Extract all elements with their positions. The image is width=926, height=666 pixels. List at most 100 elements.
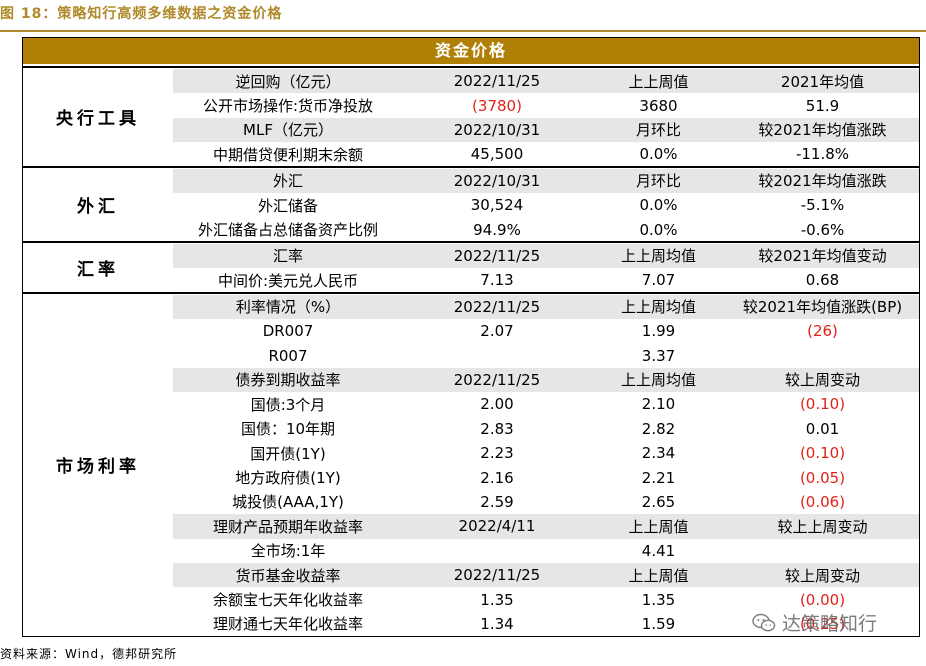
header-cell: 2022/11/25 bbox=[453, 72, 541, 91]
table-cell: 7.07 bbox=[641, 271, 676, 290]
table-cell: 1.59 bbox=[641, 614, 676, 633]
table-cell: 2.21 bbox=[641, 468, 676, 487]
table-cell: 0.68 bbox=[805, 271, 840, 290]
table-group: 外汇 外汇 2022/10/31 月环比 较2021年均值涨跌 外汇储备 30,524 0.0… bbox=[23, 165, 919, 241]
table-cell: 0.0% bbox=[639, 145, 678, 164]
header-cell: 较上周变动 bbox=[784, 371, 860, 390]
table-cell: 45,500 bbox=[470, 145, 524, 164]
table-cell: -11.8% bbox=[795, 145, 850, 164]
table-row: 余额宝七天年化收益率 1.35 1.35 (0.00) bbox=[173, 587, 919, 611]
header-cell: 上上周均值 bbox=[620, 298, 696, 317]
table-cell: 余额宝七天年化收益率 bbox=[212, 591, 363, 610]
table-row: 地方政府债(1Y) 2.16 2.21 (0.05) bbox=[173, 465, 919, 489]
table-row: 城投债(AAA,1Y) 2.59 2.65 (0.06) bbox=[173, 490, 919, 514]
table-cell: 2.16 bbox=[480, 468, 514, 487]
table-cell: 2.10 bbox=[641, 395, 676, 414]
table-cell: (0.10) bbox=[799, 444, 846, 463]
table-header-row: 逆回购（亿元） 2022/11/25 上上周值 2021年均值 bbox=[173, 69, 919, 94]
table-cell: 地方政府债(1Y) bbox=[235, 469, 341, 488]
watermark-text: 达策略知行 bbox=[782, 613, 878, 635]
table-cell: 7.13 bbox=[480, 271, 514, 290]
table-cell: 51.9 bbox=[805, 96, 840, 115]
header-cell: 2021年均值 bbox=[780, 72, 865, 91]
table-cell: -0.6% bbox=[800, 220, 845, 239]
table-cell: 94.9% bbox=[473, 220, 521, 239]
table-cell bbox=[726, 539, 919, 563]
table-row: 全市场:1年 4.41 bbox=[173, 539, 919, 563]
table-cell: 中期借贷便利期末余额 bbox=[212, 145, 363, 164]
header-cell: 较2021年均值变动 bbox=[758, 247, 887, 266]
table-banner: 资金价格 bbox=[23, 38, 919, 64]
figure-title: 图 18：策略知行高频多维数据之资金价格 bbox=[0, 6, 283, 22]
header-cell: 汇率 bbox=[272, 247, 303, 266]
table-row: 国债:3个月 2.00 2.10 (0.10) bbox=[173, 392, 919, 416]
table-cell: 外汇储备 bbox=[257, 196, 318, 215]
table-cell: 2.65 bbox=[641, 492, 676, 511]
table-cell: DR007 bbox=[262, 322, 314, 341]
table-cell: 公开市场操作:货币净投放 bbox=[202, 97, 374, 116]
header-cell: 上上周值 bbox=[628, 72, 689, 91]
table-cell: 国债：10年期 bbox=[240, 420, 336, 439]
table-cell: 1.99 bbox=[641, 322, 676, 341]
data-table: 资金价格 央行工具 逆回购（亿元） 2022/11/25 上上周值 2021年均值 公开市… bbox=[22, 37, 920, 637]
table-cell: (0.25) bbox=[799, 614, 846, 633]
table-header-row: 货币基金收益率 2022/11/25 上上周值 较上周变动 bbox=[173, 562, 919, 588]
wechat-icon bbox=[752, 613, 776, 631]
table-cell: 中间价:美元兑人民币 bbox=[217, 271, 359, 290]
header-cell: 较2021年均值涨跌 bbox=[758, 172, 887, 191]
table-row: 理财通七天年化收益率 1.34 1.59 (0.25) bbox=[173, 612, 919, 636]
table-cell bbox=[726, 343, 919, 367]
table-cell bbox=[403, 343, 591, 367]
table-cell: 2.07 bbox=[480, 322, 514, 341]
table-cell: (26) bbox=[807, 322, 838, 341]
header-cell: 较上周变动 bbox=[784, 566, 860, 585]
table-row: R007 3.37 bbox=[173, 343, 919, 367]
table-cell: 理财通七天年化收益率 bbox=[212, 615, 363, 634]
table-cell: 1.34 bbox=[480, 614, 514, 633]
table-row: 外汇储备占总储备资产比例 94.9% 0.0% -0.6% bbox=[173, 217, 919, 241]
table-cell: -5.1% bbox=[800, 196, 845, 215]
group-label: 市场利率 bbox=[56, 456, 140, 477]
table-cell: (0.05) bbox=[799, 468, 846, 487]
header-cell: 2022/11/25 bbox=[453, 297, 541, 316]
header-cell: 较2021年均值涨跌(BP) bbox=[742, 298, 903, 317]
table-header-row: MLF（亿元） 2022/10/31 月环比 较2021年均值涨跌 bbox=[173, 117, 919, 143]
header-cell: 2022/10/31 bbox=[453, 171, 541, 190]
table-cell: 3680 bbox=[639, 96, 678, 115]
table-cell: 1.35 bbox=[480, 590, 514, 609]
header-cell: 2022/11/25 bbox=[453, 566, 541, 585]
table-cell: 0.01 bbox=[805, 419, 840, 438]
table-cell: 30,524 bbox=[470, 196, 524, 215]
header-cell: 债券到期收益率 bbox=[235, 371, 341, 390]
table-header-row: 理财产品预期年收益率 2022/4/11 上上周值 较上上周变动 bbox=[173, 514, 919, 539]
header-cell: 较2021年均值涨跌 bbox=[758, 121, 887, 140]
table-cell: 0.0% bbox=[639, 196, 678, 215]
table-header-row: 债券到期收益率 2022/11/25 上上周均值 较上周变动 bbox=[173, 367, 919, 393]
table-row: 国债：10年期 2.83 2.82 0.01 bbox=[173, 417, 919, 441]
table-cell: (0.06) bbox=[799, 492, 846, 511]
table-cell: (0.00) bbox=[799, 590, 846, 609]
table-cell: 2.34 bbox=[641, 444, 676, 463]
table-row: 中期借贷便利期末余额 45,500 0.0% -11.8% bbox=[173, 142, 919, 166]
table-cell: R007 bbox=[268, 346, 308, 365]
table-header-row: 利率情况（%） 2022/11/25 上上周均值 较2021年均值涨跌(BP) bbox=[173, 294, 919, 319]
table-group: 央行工具 逆回购（亿元） 2022/11/25 上上周值 2021年均值 公开市场操作:货… bbox=[23, 66, 919, 166]
table-cell: 0.0% bbox=[639, 220, 678, 239]
source-note: 资料来源：Wind，德邦研究所 bbox=[0, 647, 178, 661]
header-cell: 上上周值 bbox=[628, 517, 689, 536]
table-group: 汇率 汇率 2022/11/25 上上周均值 较2021年均值变动 中间价:美元兑人民币 7… bbox=[23, 240, 919, 292]
group-label: 汇率 bbox=[77, 259, 119, 280]
header-cell: MLF（亿元） bbox=[243, 121, 333, 140]
table-cell: 国债:3个月 bbox=[250, 395, 326, 414]
table-row: 国开债(1Y) 2.23 2.34 (0.10) bbox=[173, 441, 919, 465]
table-cell: 城投债(AAA,1Y) bbox=[232, 493, 344, 512]
table-cell: 全市场:1年 bbox=[250, 542, 326, 561]
header-cell: 外汇 bbox=[272, 172, 303, 191]
header-cell: 2022/11/25 bbox=[453, 246, 541, 265]
header-cell: 利率情况（%） bbox=[235, 298, 341, 317]
table-cell: 1.35 bbox=[641, 590, 676, 609]
table-row: DR007 2.07 1.99 (26) bbox=[173, 319, 919, 343]
title-divider bbox=[0, 30, 926, 32]
header-cell: 月环比 bbox=[635, 172, 681, 191]
table-row: 外汇储备 30,524 0.0% -5.1% bbox=[173, 193, 919, 217]
